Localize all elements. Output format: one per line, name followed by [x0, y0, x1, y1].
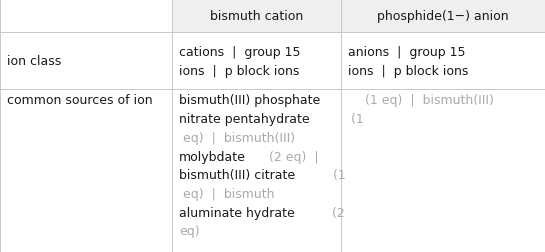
Text: molybdate: molybdate — [179, 150, 246, 163]
Text: (2 eq)  |: (2 eq) | — [265, 150, 319, 163]
Text: bismuth(III) phosphate: bismuth(III) phosphate — [179, 94, 320, 107]
Text: common sources of ion: common sources of ion — [7, 94, 153, 107]
Text: (1: (1 — [347, 113, 364, 125]
Text: anions  |  group 15
ions  |  p block ions: anions | group 15 ions | p block ions — [348, 45, 468, 77]
Text: ion class: ion class — [7, 55, 62, 68]
Bar — [172, 0, 341, 33]
Bar — [341, 0, 545, 33]
Text: eq): eq) — [179, 225, 199, 237]
Text: eq)  |  bismuth: eq) | bismuth — [179, 187, 274, 200]
Text: bismuth cation: bismuth cation — [209, 10, 303, 23]
Text: nitrate pentahydrate: nitrate pentahydrate — [179, 113, 310, 125]
Text: (1: (1 — [329, 169, 346, 181]
Text: eq)  |  bismuth(III): eq) | bismuth(III) — [179, 131, 295, 144]
Text: phosphide(1−) anion: phosphide(1−) anion — [377, 10, 508, 23]
Text: cations  |  group 15
ions  |  p block ions: cations | group 15 ions | p block ions — [179, 45, 300, 77]
Text: bismuth(III) citrate: bismuth(III) citrate — [179, 169, 295, 181]
Text: aluminate hydrate: aluminate hydrate — [179, 206, 294, 219]
Text: (1 eq)  |  bismuth(III): (1 eq) | bismuth(III) — [361, 94, 494, 107]
Text: (2: (2 — [328, 206, 345, 219]
